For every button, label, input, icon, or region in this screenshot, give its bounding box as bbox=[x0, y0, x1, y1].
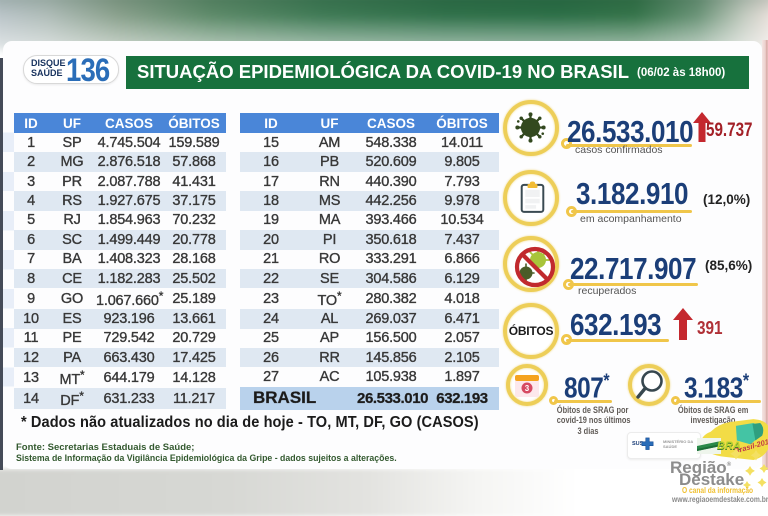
svg-text:3: 3 bbox=[525, 384, 530, 393]
